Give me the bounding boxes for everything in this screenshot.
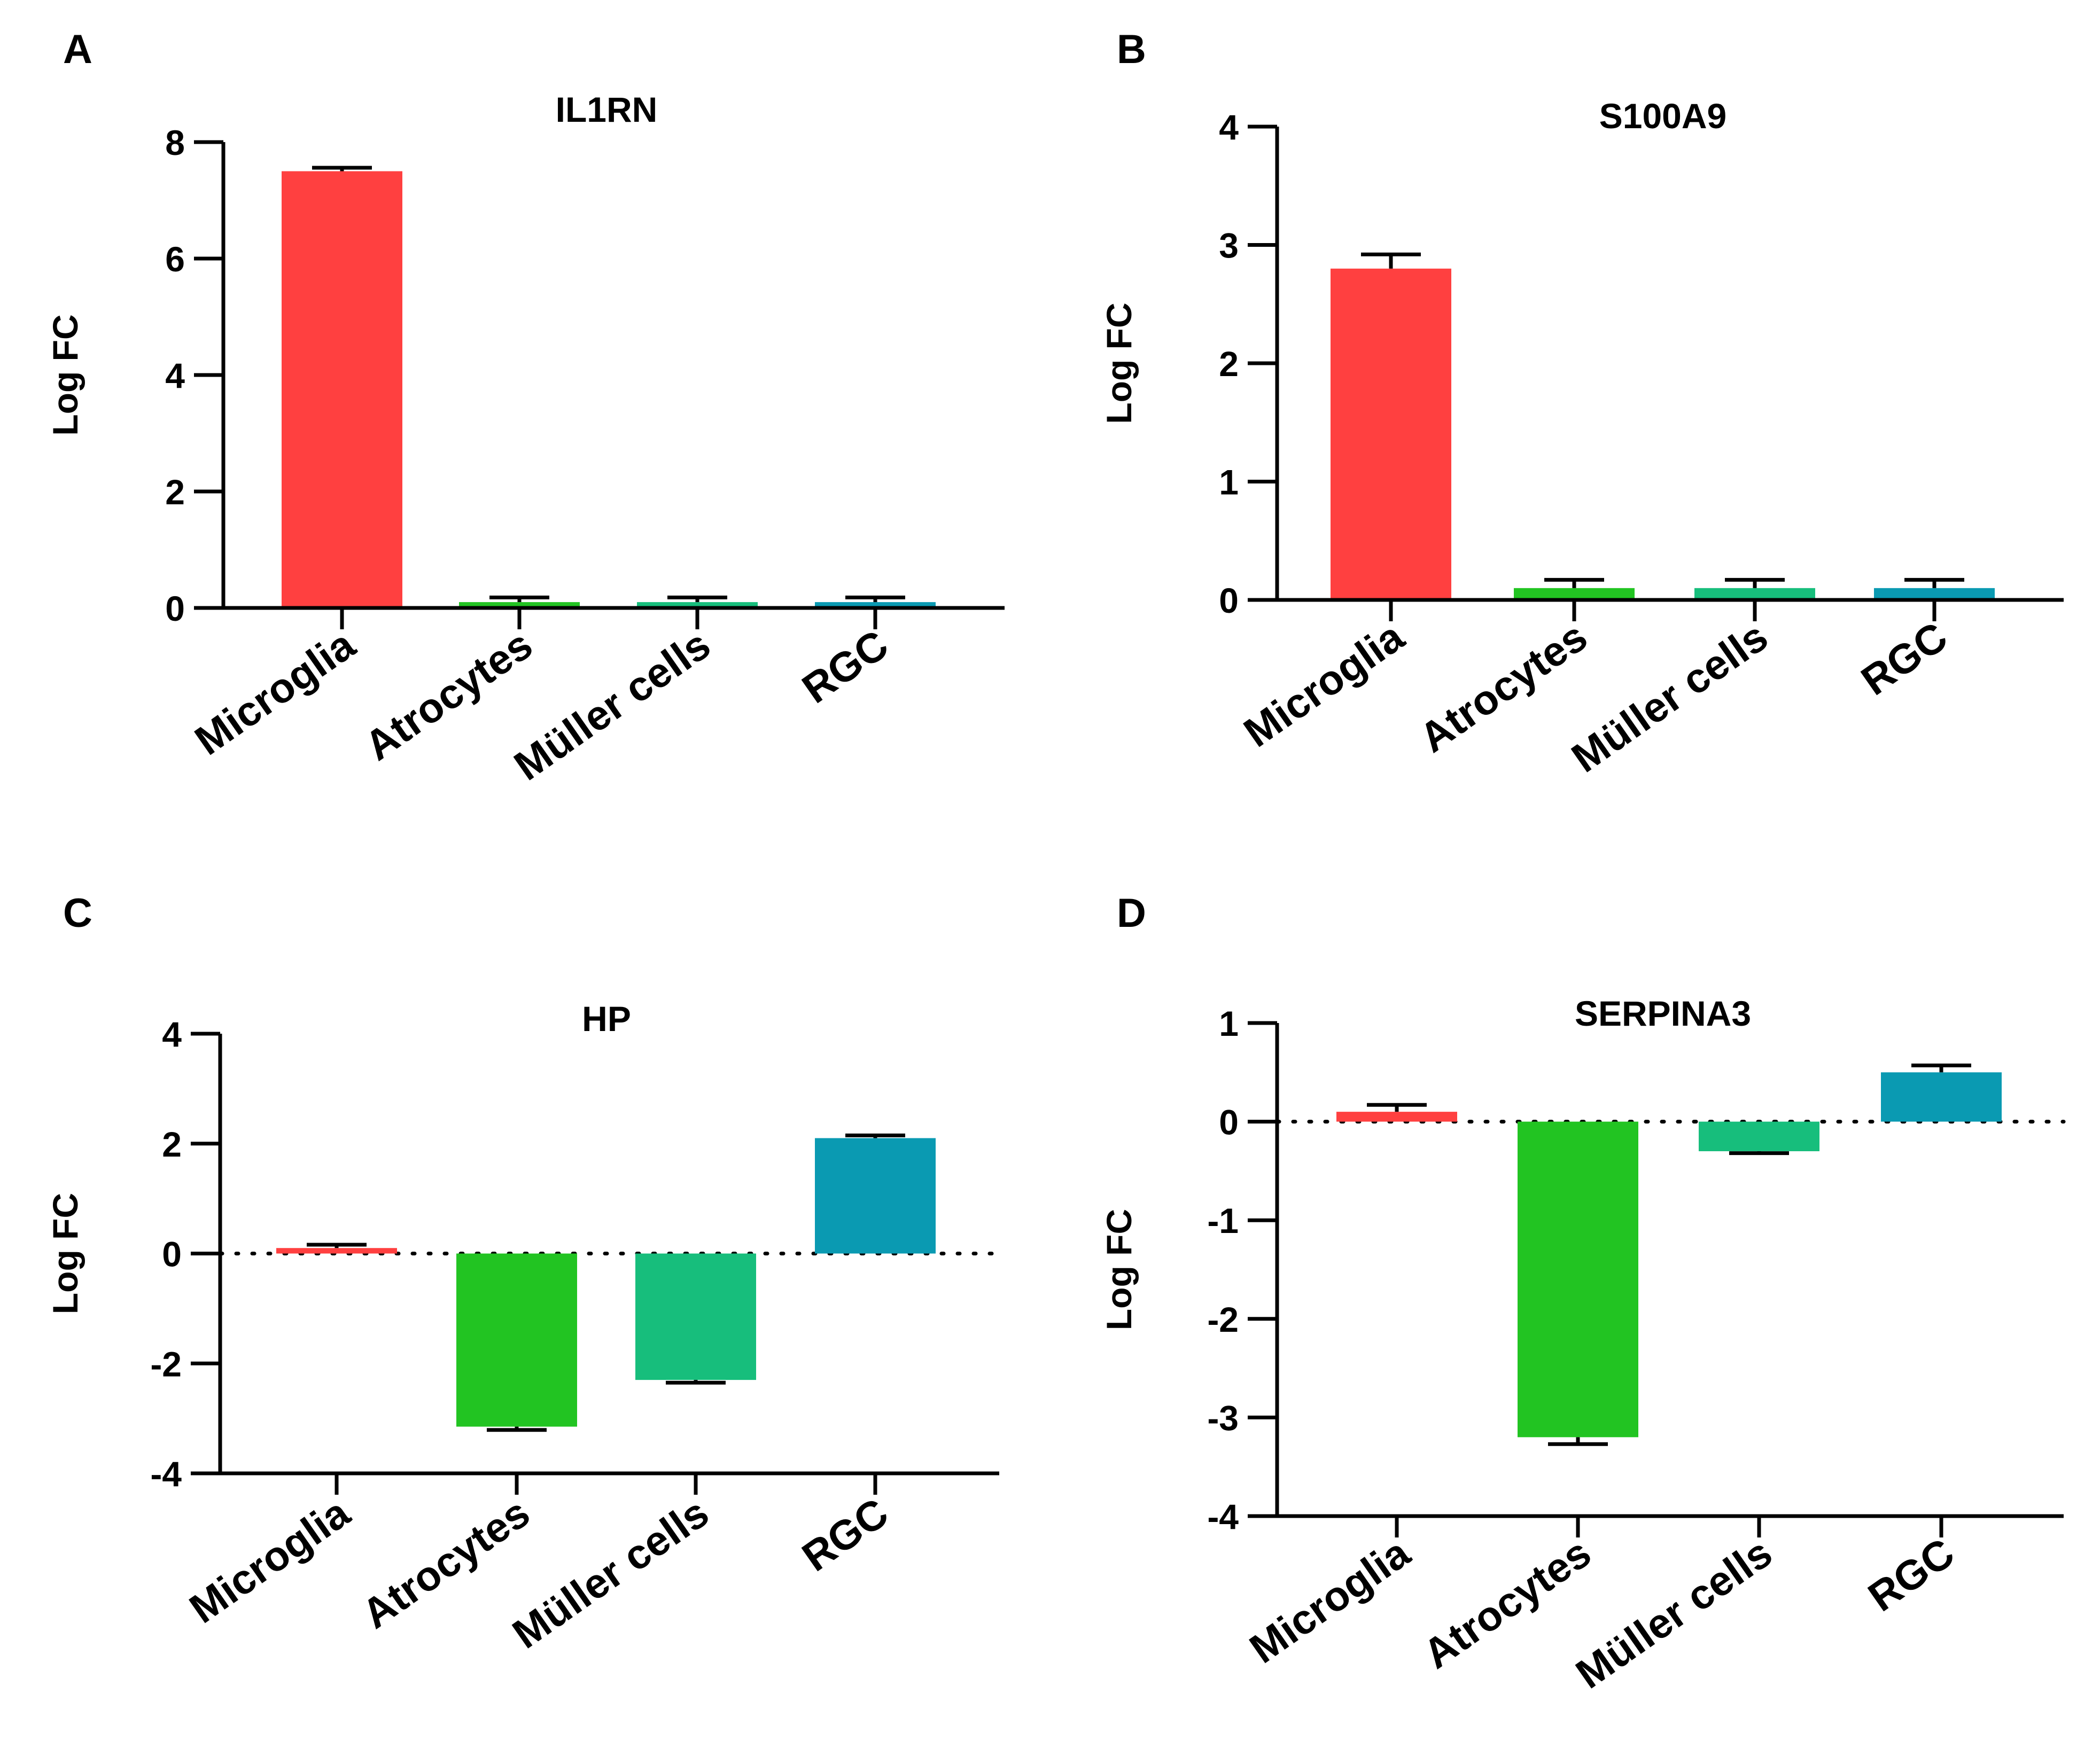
x-tick-label: Microglia [1241, 1528, 1418, 1672]
panel-letter: B [1117, 27, 1146, 72]
y-tick-label: 4 [165, 356, 185, 395]
x-tick-label: RGC [1860, 1529, 1962, 1621]
panel-letter: A [63, 27, 92, 72]
bar-atrocytes [1518, 1121, 1638, 1438]
error-bar [312, 166, 372, 171]
y-tick-label: 4 [1219, 107, 1239, 147]
y-axis-label: Log FC [1099, 1209, 1139, 1330]
bar-microglia [1336, 1112, 1457, 1122]
y-axis-label: Log FC [45, 314, 85, 435]
y-tick-label: 0 [162, 1235, 182, 1274]
error-bar [845, 1133, 905, 1138]
y-tick-label: -1 [1207, 1201, 1239, 1240]
bar-microglia [276, 1248, 397, 1254]
chart-panel-d: D SERPINA3 Log FC -4 -3 -2 -1 0 1 MicrogliaAtrocy… [1099, 891, 2066, 1698]
error-bar [1548, 1437, 1608, 1446]
error-bar [845, 595, 905, 603]
error-bar [1544, 577, 1604, 588]
y-tick-label: 6 [165, 239, 185, 279]
y-tick-label: -4 [1207, 1497, 1239, 1536]
error-bar [1911, 1063, 1971, 1073]
panel-letter: C [63, 891, 92, 936]
chart-title: SERPINA3 [1575, 994, 1751, 1033]
y-tick-label: 2 [1219, 344, 1239, 384]
bar-atrocytes [459, 602, 580, 608]
y-tick-label: -3 [1207, 1398, 1239, 1438]
bar-m-ller-cells [637, 602, 758, 608]
panel-letter: D [1117, 891, 1146, 936]
error-bar [1904, 577, 1964, 588]
bar-m-ller-cells [635, 1253, 756, 1380]
bar-atrocytes [456, 1253, 577, 1427]
y-axis-label: Log FC [1099, 302, 1139, 424]
y-tick-label: -2 [150, 1344, 182, 1384]
x-tick-label: Müller cells [504, 1489, 717, 1658]
y-tick-label: 4 [162, 1014, 182, 1054]
bar-microglia [282, 171, 402, 608]
bar-atrocytes [1514, 588, 1635, 600]
bar-rgc [1874, 588, 1995, 600]
y-tick-label: -4 [150, 1454, 182, 1494]
y-axis-label: Log FC [45, 1193, 85, 1314]
bar-rgc [1881, 1072, 2002, 1122]
error-bar [667, 595, 727, 603]
error-bar [1725, 577, 1785, 588]
y-tick-label: 0 [1219, 1103, 1239, 1142]
x-tick-label: RGC [794, 1489, 896, 1581]
y-tick-label: -2 [1207, 1300, 1239, 1339]
x-tick-label: Microglia [181, 1488, 358, 1632]
x-tick-label: Microglia [1235, 612, 1412, 756]
x-tick-label: Müller cells [1567, 1529, 1780, 1698]
error-bar [489, 595, 549, 603]
bar-rgc [815, 1138, 936, 1254]
bar-m-ller-cells [1699, 1121, 1819, 1151]
error-bar [487, 1426, 547, 1432]
x-tick-label: Atrocytes [1415, 1529, 1599, 1677]
error-bar [666, 1380, 726, 1385]
y-tick-label: 2 [162, 1125, 182, 1164]
error-bar [1729, 1151, 1789, 1156]
x-tick-label: RGC [794, 621, 896, 713]
y-tick-label: 8 [165, 123, 185, 162]
x-tick-label: Müller cells [505, 621, 718, 790]
y-tick-label: 0 [165, 589, 185, 628]
y-tick-label: 1 [1219, 463, 1239, 502]
y-tick-label: 0 [1219, 581, 1239, 620]
bar-rgc [815, 602, 936, 608]
error-bar [307, 1243, 367, 1248]
chart-title: S100A9 [1599, 96, 1727, 136]
x-tick-label: Microglia [186, 620, 363, 764]
x-tick-label: RGC [1853, 613, 1955, 705]
y-tick-label: 3 [1219, 226, 1239, 266]
bar-m-ller-cells [1694, 588, 1815, 600]
error-bar [1361, 252, 1421, 269]
chart-title: IL1RN [556, 90, 658, 129]
x-tick-label: Müller cells [1563, 613, 1776, 782]
error-bar [1367, 1103, 1427, 1112]
bar-microglia [1331, 268, 1451, 600]
chart-title: HP [582, 999, 631, 1039]
y-tick-label: 1 [1219, 1004, 1239, 1043]
y-tick-label: 2 [165, 472, 185, 512]
